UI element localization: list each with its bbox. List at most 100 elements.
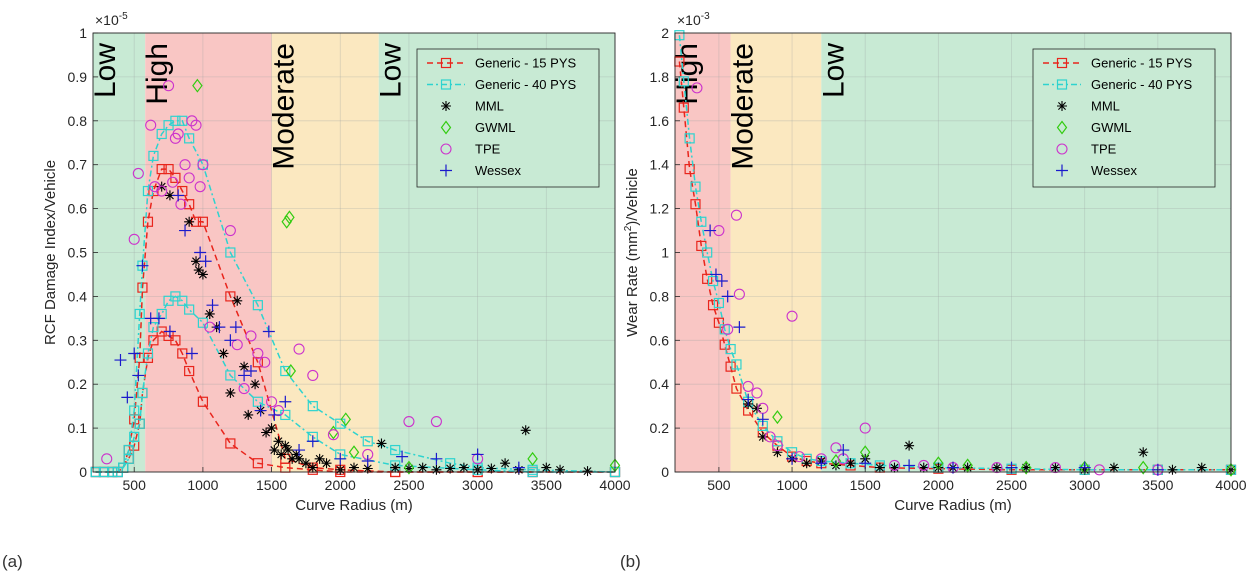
data-point xyxy=(184,304,195,315)
data-point xyxy=(252,300,263,311)
data-point xyxy=(231,339,243,351)
data-point xyxy=(349,462,359,473)
data-point xyxy=(918,459,930,471)
legend-marker xyxy=(1056,120,1068,135)
y-tick-label: 0 xyxy=(79,464,87,480)
data-point xyxy=(690,181,701,192)
data-point xyxy=(279,395,292,408)
data-point xyxy=(179,159,191,171)
data-point xyxy=(172,189,185,202)
data-point xyxy=(713,317,724,328)
data-point xyxy=(889,462,900,473)
data-point xyxy=(678,102,689,113)
data-point xyxy=(742,380,754,392)
data-point xyxy=(500,458,511,469)
x-axis-label: Curve Radius (m) xyxy=(295,497,413,514)
data-point xyxy=(725,343,736,355)
zone-band xyxy=(730,33,822,472)
data-point xyxy=(678,76,689,87)
legend: Generic - 15 PYS Generic - 40 PYS MML GWML T… xyxy=(1032,48,1216,188)
data-point xyxy=(199,255,212,268)
data-point xyxy=(430,415,442,428)
zone-label: High xyxy=(671,43,704,105)
legend-label: MML xyxy=(1091,99,1120,114)
data-point xyxy=(721,290,734,303)
y-tick-label: 2 xyxy=(661,25,669,41)
y-axis-label: RCF Damage Index/Vehicle xyxy=(42,160,59,345)
series-wessex xyxy=(114,189,525,474)
data-point xyxy=(772,447,783,458)
data-point xyxy=(252,347,264,360)
data-point xyxy=(225,291,236,302)
data-point xyxy=(268,408,281,421)
y-tick-label: 1.4 xyxy=(650,157,670,173)
data-point xyxy=(238,383,250,395)
data-point xyxy=(163,80,175,92)
data-point xyxy=(170,335,181,346)
x-tick-label: 4000 xyxy=(1215,477,1246,493)
data-point xyxy=(190,119,202,131)
data-point xyxy=(707,300,719,311)
legend-label: Wessex xyxy=(475,163,521,178)
data-point xyxy=(280,365,291,377)
data-point xyxy=(284,210,295,225)
data-point xyxy=(204,308,215,319)
data-point xyxy=(991,462,1002,473)
x-tick-label: 1500 xyxy=(850,477,881,493)
data-point xyxy=(527,451,538,466)
data-point xyxy=(128,233,140,245)
legend-label: TPE xyxy=(475,142,501,157)
data-point xyxy=(725,361,736,372)
data-point xyxy=(859,422,871,434)
x-tick-label: 3000 xyxy=(1069,477,1100,493)
data-point xyxy=(903,459,916,472)
data-point xyxy=(314,453,325,464)
series-gwml xyxy=(192,78,621,475)
data-point xyxy=(830,454,842,469)
data-point xyxy=(129,431,140,442)
y-tick-label: 0.2 xyxy=(650,420,670,436)
data-point xyxy=(702,247,713,258)
y-tick-label: 0.2 xyxy=(68,376,88,392)
data-point xyxy=(786,310,798,322)
data-point xyxy=(272,404,284,417)
data-point xyxy=(193,265,204,276)
legend-label: Generic - 40 PYS xyxy=(1091,77,1192,92)
data-point xyxy=(1225,462,1237,477)
data-point xyxy=(293,444,306,457)
data-point xyxy=(184,133,195,144)
data-point xyxy=(431,464,442,475)
zone-label: Moderate xyxy=(727,43,760,170)
x-tick-label: 2000 xyxy=(923,477,954,493)
data-point xyxy=(801,458,812,469)
x-tick-label: 2500 xyxy=(996,477,1027,493)
data-point xyxy=(321,458,332,469)
data-point xyxy=(128,347,141,360)
legend-marker xyxy=(1056,143,1068,155)
legend-label: Generic - 40 PYS xyxy=(475,77,576,92)
data-point xyxy=(134,418,145,429)
data-point xyxy=(293,343,305,355)
zone-label: Low xyxy=(817,43,850,98)
data-point xyxy=(327,429,339,441)
legend-box xyxy=(1032,48,1216,188)
legend-label: GWML xyxy=(1091,120,1131,135)
data-point xyxy=(1021,462,1032,473)
data-point xyxy=(245,330,257,342)
y-tick-label: 0.6 xyxy=(68,201,88,217)
data-point xyxy=(184,216,195,227)
data-point xyxy=(520,425,531,436)
x-tick-label: 500 xyxy=(123,477,147,493)
data-point xyxy=(254,404,267,417)
data-point xyxy=(793,451,805,463)
data-point xyxy=(148,335,159,346)
data-point xyxy=(197,269,208,280)
data-point xyxy=(403,460,415,475)
data-point xyxy=(280,440,291,451)
data-point xyxy=(156,128,167,140)
legend-marker xyxy=(440,57,452,69)
legend: Generic - 15 PYS Generic - 40 PYS MML GWML T… xyxy=(416,48,600,188)
data-point xyxy=(281,214,292,229)
data-point xyxy=(197,159,209,171)
legend-label: TPE xyxy=(1091,142,1117,157)
